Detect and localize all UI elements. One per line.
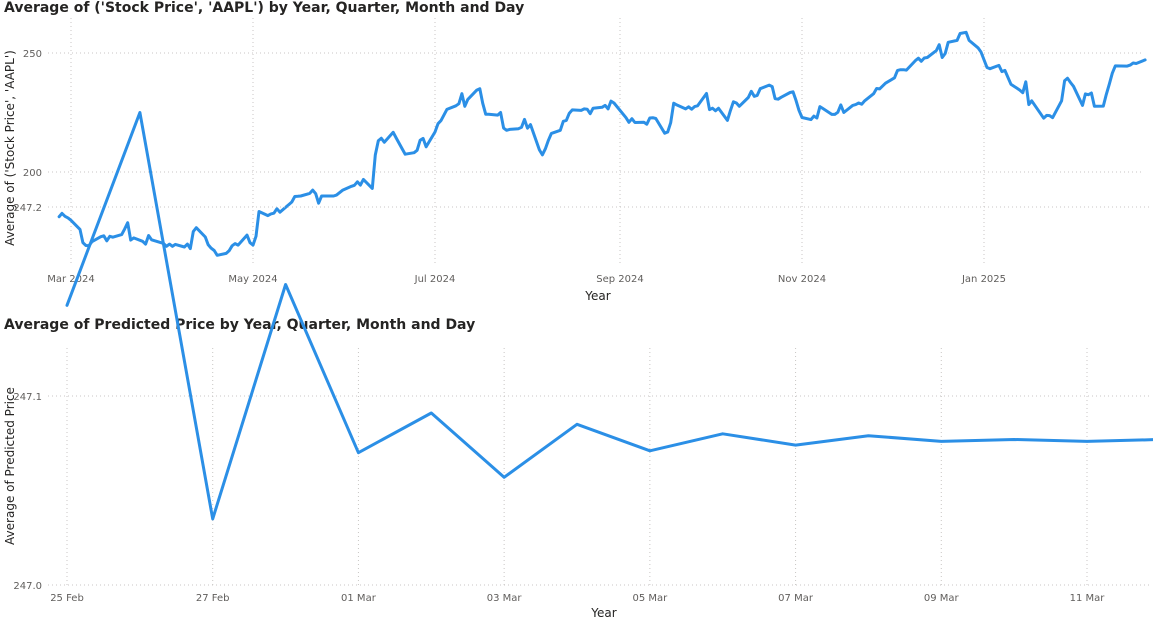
x-tick-label: Jul 2024 xyxy=(414,274,456,285)
x-tick-label: 25 Feb xyxy=(50,593,84,604)
y-tick-label: 200 xyxy=(23,168,42,179)
x-tick-label: 01 Mar xyxy=(341,593,377,604)
data-point xyxy=(867,434,870,437)
data-point xyxy=(576,423,579,426)
y-tick-label: 247.1 xyxy=(13,392,42,403)
x-tick-label: Sep 2024 xyxy=(596,274,643,285)
chart-title: Average of Predicted Price by Year, Quar… xyxy=(4,317,476,333)
x-tick-label: 07 Mar xyxy=(778,593,814,604)
y-axis-title: Average of Predicted Price xyxy=(3,387,17,545)
data-point xyxy=(284,283,287,286)
y-tick-label: 247.0 xyxy=(13,581,42,592)
data-point xyxy=(430,412,433,415)
chart-title: Average of ('Stock Price', 'AAPL') by Ye… xyxy=(4,0,525,16)
series-line xyxy=(57,30,1147,257)
y-tick-label: 247.2 xyxy=(13,203,42,214)
data-point xyxy=(940,440,943,443)
y-tick-label: 250 xyxy=(23,49,42,60)
data-point xyxy=(649,449,652,452)
stock-price-chart: 200 250 Mar 2024 May 2024 Jul 2024 Sep 2024 No… xyxy=(3,18,1147,303)
data-point xyxy=(503,476,506,479)
x-tick-label: 27 Feb xyxy=(196,593,230,604)
data-point xyxy=(211,518,214,521)
data-point xyxy=(139,111,142,114)
x-tick-label: 03 Mar xyxy=(487,593,523,604)
x-tick-label: 05 Mar xyxy=(632,593,668,604)
data-point xyxy=(66,304,69,307)
data-point xyxy=(721,432,724,435)
x-tick-label: 11 Mar xyxy=(1070,593,1106,604)
x-tick-label: Nov 2024 xyxy=(778,274,826,285)
data-point xyxy=(357,451,360,454)
data-point xyxy=(1013,438,1016,441)
data-point xyxy=(1086,440,1089,443)
data-point xyxy=(794,444,797,447)
series-line xyxy=(65,111,1153,521)
x-axis-title: Year xyxy=(590,606,616,618)
x-tick-label: Mar 2024 xyxy=(47,274,95,285)
x-tick-label: 09 Mar xyxy=(924,593,960,604)
y-axis-title: Average of ('Stock Price', 'AAPL') xyxy=(3,50,17,246)
x-tick-label: Jan 2025 xyxy=(961,274,1006,285)
x-axis-title: Year xyxy=(584,289,610,303)
x-tick-label: May 2024 xyxy=(228,274,277,285)
